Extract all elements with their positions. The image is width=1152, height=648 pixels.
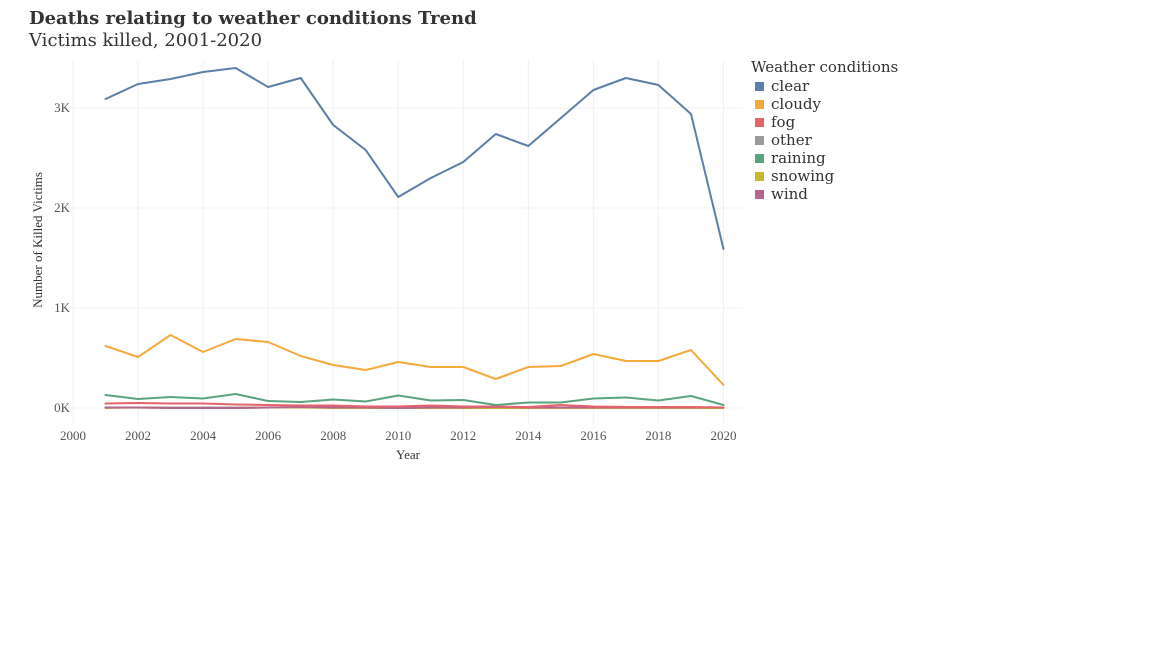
y-tick-label: 0K [54,400,71,415]
legend-label: cloudy [771,95,821,113]
x-tick-label: 2010 [385,428,411,443]
x-tick-label: 2008 [320,428,346,443]
legend-item-clear: clear [751,77,898,95]
legend-item-wind: wind [751,185,898,203]
legend-item-snowing: snowing [751,167,898,185]
legend-item-cloudy: cloudy [751,95,898,113]
legend-swatch [755,135,764,145]
x-tick-label: 2012 [450,428,476,443]
x-tick-label: 2018 [645,428,671,443]
legend-swatch [755,99,764,109]
series-line-fog [104,402,725,409]
x-tick-label: 2000 [60,428,86,443]
series-layer [104,67,725,409]
x-tick-label: 2002 [125,428,151,443]
series-line-cloudy [104,334,725,386]
chart-title: Deaths relating to weather conditions Tr… [29,8,477,29]
x-tick-label: 2004 [190,428,217,443]
legend-swatch [755,81,764,91]
legend-item-raining: raining [751,149,898,167]
legend-swatch [755,189,764,199]
y-tick-label: 3K [54,100,71,115]
legend-label: clear [771,77,810,95]
legend-label: other [771,131,812,149]
tick-layer: 2000 2002 2004 2006 2008 2010 2012 2014 2016 2018… [54,100,736,443]
y-axis-title: Number of Killed Victims [30,172,45,308]
legend-swatch [755,153,764,163]
x-tick-label: 2006 [255,428,282,443]
chart-subtitle: Victims killed, 2001-2020 [29,30,263,51]
legend-swatch [755,117,764,127]
legend: Weather conditions clear cloudy fog other ra… [751,58,898,203]
legend-item-fog: fog [751,113,898,131]
legend-label: snowing [771,167,835,185]
series-line-raining [104,393,725,406]
legend-items: clear cloudy fog other raining snowing wind [751,77,898,203]
y-tick-label: 2K [54,200,71,215]
legend-title: Weather conditions [751,58,899,76]
legend-label: raining [771,149,826,167]
y-tick-label: 1K [54,300,71,315]
grid-layer [72,60,743,423]
x-tick-label: 2016 [580,428,607,443]
x-tick-label: 2014 [515,428,542,443]
x-tick-label: 2020 [710,428,736,443]
legend-item-other: other [751,131,898,149]
legend-label: fog [771,113,796,131]
series-line-clear [104,67,725,250]
legend-swatch [755,171,764,181]
legend-label: wind [771,185,808,203]
x-axis-title: Year [396,447,421,462]
